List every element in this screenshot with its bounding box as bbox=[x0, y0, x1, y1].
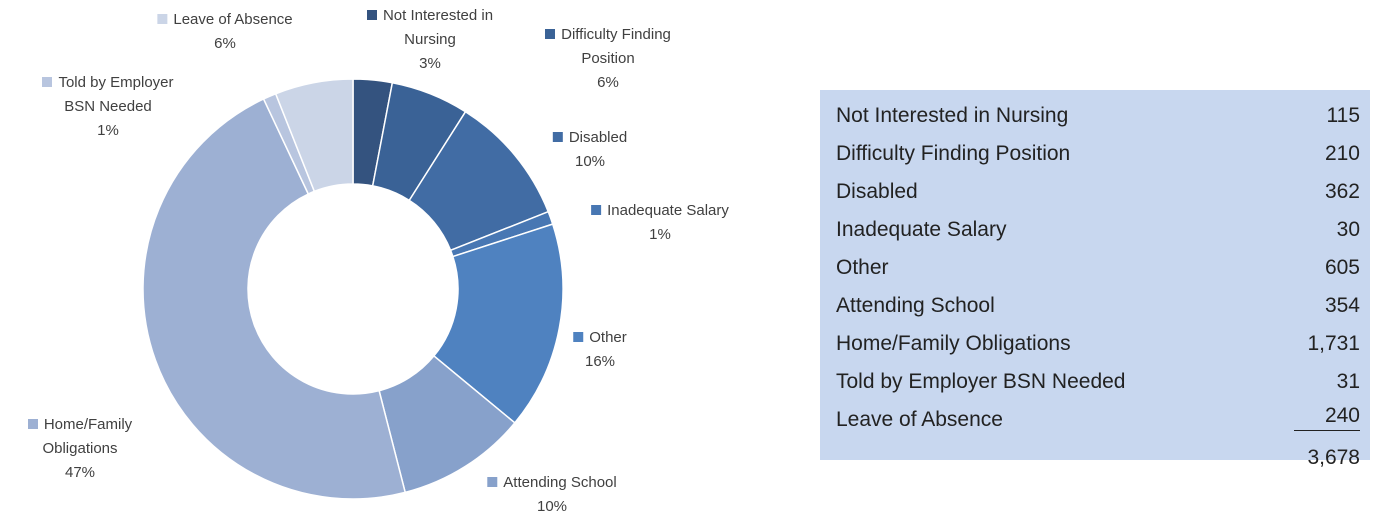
category-label: Not Interested in Nursing bbox=[382, 7, 494, 48]
percent-label: 47% bbox=[64, 464, 96, 481]
category-label: Told by Employer BSN Needed bbox=[58, 74, 174, 115]
percent-label: 10% bbox=[536, 498, 568, 515]
row-label: Attending School bbox=[836, 294, 995, 317]
row-value: 31 bbox=[1336, 370, 1360, 393]
category-label: Leave of Absence bbox=[173, 11, 293, 28]
data-label: Told by Employer BSN Needed 1% bbox=[33, 71, 183, 143]
percent-label: 6% bbox=[597, 74, 619, 91]
donut-slice bbox=[274, 78, 354, 193]
data-label: Other 16% bbox=[573, 326, 627, 374]
legend-swatch bbox=[552, 132, 563, 142]
label-name: Attending School bbox=[487, 471, 617, 495]
legend-swatch bbox=[157, 14, 168, 24]
row-label: Disabled bbox=[836, 180, 918, 203]
legend-swatch bbox=[487, 477, 498, 487]
table-row: Home/Family Obligations 1,731 bbox=[836, 326, 1360, 362]
category-label: Home/Family Obligations bbox=[42, 416, 133, 457]
table-row: Attending School 354 bbox=[836, 288, 1360, 324]
total-row: 3,678 bbox=[836, 440, 1360, 476]
row-value: 210 bbox=[1324, 142, 1360, 165]
legend-swatch bbox=[366, 10, 377, 20]
label-name: Difficulty Finding Position bbox=[528, 23, 688, 71]
table-row: Difficulty Finding Position 210 bbox=[836, 136, 1360, 172]
row-label: Told by Employer BSN Needed bbox=[836, 370, 1126, 393]
row-label: Inadequate Salary bbox=[836, 218, 1007, 241]
donut-slice bbox=[432, 223, 564, 424]
row-value: 1,731 bbox=[1307, 332, 1360, 355]
percent-label: 1% bbox=[649, 226, 671, 243]
total-value: 3,678 bbox=[1307, 446, 1360, 469]
percent-label: 16% bbox=[584, 353, 616, 370]
label-name: Disabled bbox=[552, 126, 628, 150]
table-row: Disabled 362 bbox=[836, 174, 1360, 210]
label-name: Home/Family Obligations bbox=[18, 413, 143, 461]
data-label: Home/Family Obligations 47% bbox=[18, 413, 143, 485]
row-value: 362 bbox=[1324, 180, 1360, 203]
legend-swatch bbox=[42, 77, 53, 87]
label-name: Not Interested in Nursing bbox=[355, 4, 505, 52]
row-value: 605 bbox=[1324, 256, 1360, 279]
legend-swatch bbox=[27, 419, 38, 429]
data-label: Inadequate Salary 1% bbox=[591, 199, 729, 247]
row-label: Leave of Absence bbox=[836, 408, 1003, 431]
category-label: Inadequate Salary bbox=[607, 202, 729, 219]
row-label: Difficulty Finding Position bbox=[836, 142, 1071, 165]
label-name: Told by Employer BSN Needed bbox=[33, 71, 183, 119]
legend-swatch bbox=[573, 332, 584, 342]
donut-slice bbox=[142, 97, 407, 500]
data-label: Attending School 10% bbox=[487, 471, 617, 519]
percent-label: 3% bbox=[419, 55, 441, 72]
percent-label: 1% bbox=[97, 122, 119, 139]
legend-swatch bbox=[591, 205, 602, 215]
label-name: Inadequate Salary bbox=[591, 199, 729, 223]
donut-chart bbox=[142, 78, 564, 500]
category-label: Disabled bbox=[568, 129, 628, 146]
row-value: 354 bbox=[1324, 294, 1360, 317]
table: Not Interested in Nursing 115 Difficulty F… bbox=[820, 90, 1370, 469]
row-value: 30 bbox=[1336, 218, 1360, 241]
data-label: Disabled 10% bbox=[552, 126, 628, 174]
row-value: 115 bbox=[1326, 104, 1360, 127]
table-row: Told by Employer BSN Needed 31 bbox=[836, 364, 1360, 400]
row-value: 240 bbox=[1294, 402, 1360, 431]
data-label: Leave of Absence 6% bbox=[157, 8, 293, 56]
data-label: Not Interested in Nursing 3% bbox=[355, 4, 505, 76]
category-label: Other bbox=[589, 329, 627, 346]
percent-label: 6% bbox=[214, 35, 236, 52]
percent-label: 10% bbox=[574, 153, 606, 170]
table-row: Other 605 bbox=[836, 250, 1360, 286]
row-label: Other bbox=[836, 256, 889, 279]
category-label: Attending School bbox=[503, 474, 617, 491]
row-label: Home/Family Obligations bbox=[836, 332, 1071, 355]
category-label: Difficulty Finding Position bbox=[561, 26, 671, 67]
row-label: Not Interested in Nursing bbox=[836, 104, 1069, 127]
legend-swatch bbox=[545, 29, 556, 39]
label-name: Leave of Absence bbox=[157, 8, 293, 32]
table-row: Inadequate Salary 30 bbox=[836, 212, 1360, 248]
table-row: Not Interested in Nursing 115 bbox=[836, 98, 1360, 134]
data-label: Difficulty Finding Position 6% bbox=[528, 23, 688, 95]
label-name: Other bbox=[573, 326, 627, 350]
table-row: Leave of Absence 240 bbox=[836, 402, 1360, 438]
